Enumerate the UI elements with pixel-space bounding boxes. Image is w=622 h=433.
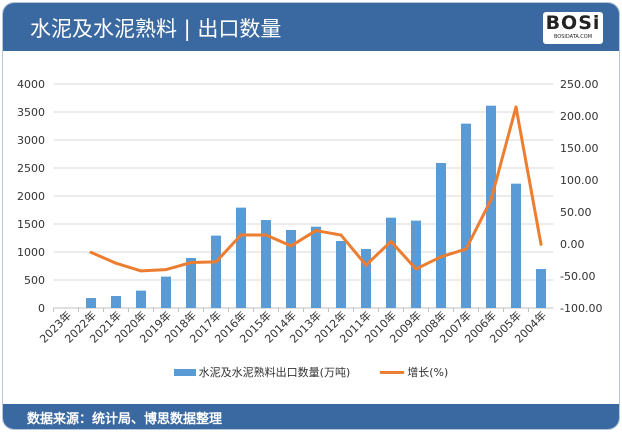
footer-bar: 数据来源：统计局、博思数据整理 [3, 404, 619, 429]
growth-point-2011年 [364, 263, 368, 267]
bar-2009年 [411, 220, 421, 308]
growth-point-2017年 [214, 260, 218, 264]
growth-point-2018年 [189, 261, 193, 265]
bar-2014年 [286, 229, 296, 308]
left-axis-tick: 2000 [17, 190, 45, 203]
growth-point-2014年 [289, 244, 293, 248]
bar-2011年 [361, 248, 371, 308]
right-axis-tick: 50.00 [560, 206, 592, 219]
left-axis-tick: 1500 [17, 218, 45, 231]
right-axis-tick: 250.00 [560, 78, 599, 91]
legend-label-line: 增长(%) [407, 366, 449, 379]
bar-2008年 [436, 163, 446, 308]
growth-point-2006年 [489, 198, 493, 202]
legend-label-bar: 水泥及水泥熟料出口数量(万吨) [198, 366, 351, 379]
growth-point-2022年 [89, 250, 93, 254]
bar-2020年 [136, 290, 146, 308]
legend-item-bar: 水泥及水泥熟料出口数量(万吨) [173, 364, 351, 380]
right-axis-tick: 150.00 [560, 142, 599, 155]
data-source: 数据来源：统计局、博思数据整理 [27, 412, 223, 427]
logo-subtext: BOSIDATA.COM [553, 34, 593, 40]
bosi-logo: BOSi BOSIDATA.COM [543, 12, 603, 44]
left-axis-tick: 2500 [17, 162, 45, 175]
legend-swatch-line [380, 370, 405, 374]
growth-point-2020年 [139, 269, 143, 273]
header-bar: 水泥及水泥熟料 | 出口数量 BOSi BOSIDATA.COM [3, 3, 619, 51]
legend-item-line: 增长(%) [380, 364, 448, 380]
left-axis-tick: 1000 [17, 246, 45, 259]
right-axis-tick: 100.00 [560, 174, 599, 187]
growth-point-2009年 [414, 267, 418, 271]
growth-point-2013年 [314, 229, 318, 233]
bar-2016年 [236, 207, 246, 308]
bar-2007年 [461, 123, 471, 308]
left-axis-tick: 0 [38, 302, 45, 315]
bar-2010年 [386, 217, 396, 308]
growth-point-2005年 [514, 105, 518, 109]
growth-point-2015年 [264, 233, 268, 237]
bar-2021年 [111, 296, 121, 308]
left-axis-tick: 3500 [17, 106, 45, 119]
right-axis-tick: -50.00 [560, 270, 595, 283]
bar-2015年 [261, 220, 271, 308]
left-axis-tick: 500 [24, 274, 45, 287]
right-axis-tick: -100.00 [560, 302, 602, 315]
growth-point-2012年 [339, 233, 343, 237]
growth-point-2007年 [464, 247, 468, 251]
bar-2018年 [186, 257, 196, 308]
right-axis-tick: 0.00 [560, 238, 585, 251]
legend-swatch-bar [173, 368, 196, 376]
growth-point-2004年 [539, 242, 543, 246]
logo-text: BOSi [545, 12, 601, 34]
growth-point-2008年 [439, 255, 443, 259]
bar-2019年 [161, 276, 171, 308]
growth-point-2019年 [164, 268, 168, 272]
chart-title: 水泥及水泥熟料 | 出口数量 [30, 17, 282, 41]
bar-2005年 [511, 183, 521, 308]
bar-2012年 [336, 241, 346, 308]
bar-2004年 [536, 269, 546, 308]
legend: 水泥及水泥熟料出口数量(万吨) 增长(%) [0, 364, 622, 380]
bar-2006年 [486, 105, 496, 308]
left-axis-tick: 3000 [17, 134, 45, 147]
growth-point-2016年 [239, 233, 243, 237]
bar-2022年 [86, 298, 96, 308]
right-axis-tick: 200.00 [560, 110, 599, 123]
growth-point-2010年 [389, 239, 393, 243]
bar-2013年 [311, 226, 321, 308]
bar-2017年 [211, 235, 221, 308]
left-axis-tick: 4000 [17, 78, 45, 91]
growth-point-2021年 [114, 261, 118, 265]
